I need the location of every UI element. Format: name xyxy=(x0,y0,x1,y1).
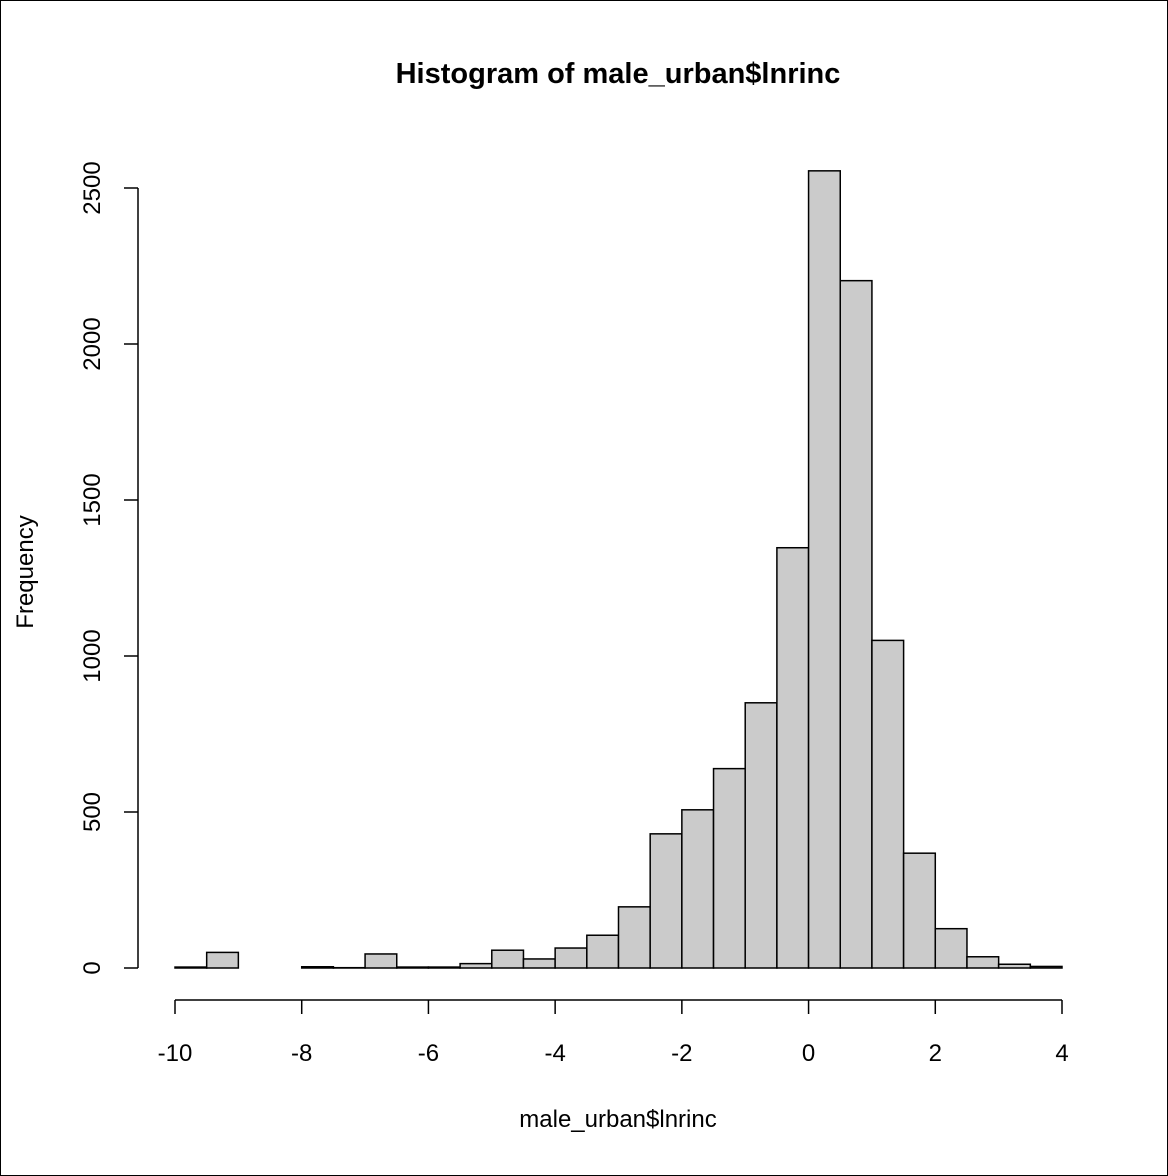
histogram-bar xyxy=(966,956,1000,969)
y-tick-label: 2500 xyxy=(79,161,106,214)
y-tick-label: 0 xyxy=(79,961,106,974)
x-tick-label: -8 xyxy=(291,1040,312,1067)
histogram-bar xyxy=(744,702,778,969)
x-tick-label: 2 xyxy=(929,1040,942,1067)
x-tick-label: -6 xyxy=(418,1040,439,1067)
chart-title: Histogram of male_urban$lnrinc xyxy=(396,58,841,90)
y-tick-label: 1500 xyxy=(79,473,106,526)
histogram-bar xyxy=(807,170,841,969)
histogram-bar xyxy=(554,947,588,969)
x-tick-label: 0 xyxy=(802,1040,815,1067)
histogram-bar xyxy=(649,833,683,969)
x-tick-label: -10 xyxy=(158,1040,193,1067)
histogram-bar xyxy=(1029,965,1063,969)
histogram-bar xyxy=(522,958,556,969)
histogram-bar xyxy=(364,953,398,969)
histogram-bar xyxy=(300,966,335,969)
histogram-bar xyxy=(681,809,715,969)
histogram-bar xyxy=(396,966,430,969)
histogram-bar xyxy=(617,906,651,969)
histogram-bar xyxy=(491,949,525,969)
histogram-bar xyxy=(776,546,810,969)
histogram-bar xyxy=(871,639,905,969)
bars-group xyxy=(174,170,1063,969)
x-tick-label: -4 xyxy=(544,1040,565,1067)
histogram-bar xyxy=(459,962,493,969)
y-axis-label: Frequency xyxy=(12,515,39,628)
histogram-bar xyxy=(997,963,1032,969)
y-tick-label: 1000 xyxy=(79,629,106,682)
histogram-bar xyxy=(902,852,937,969)
histogram-bar xyxy=(712,767,746,969)
x-axis-label: male_urban$lnrinc xyxy=(519,1106,716,1133)
y-tick-label: 500 xyxy=(79,792,106,832)
histogram-bar xyxy=(934,927,968,969)
x-axis: -10 -8 -6 -4 -2 0 2 4 xyxy=(158,999,1069,1067)
histogram-bar xyxy=(427,966,461,969)
histogram-bar xyxy=(174,966,208,969)
histogram-bar xyxy=(839,279,873,969)
histogram-bar xyxy=(205,951,240,969)
histogram-bar xyxy=(586,934,620,969)
x-tick-label: 4 xyxy=(1055,1040,1068,1067)
y-axis: 0 500 1000 1500 2000 2500 xyxy=(79,161,139,975)
y-tick-label: 2000 xyxy=(79,317,106,370)
x-tick-label: -2 xyxy=(671,1040,692,1067)
